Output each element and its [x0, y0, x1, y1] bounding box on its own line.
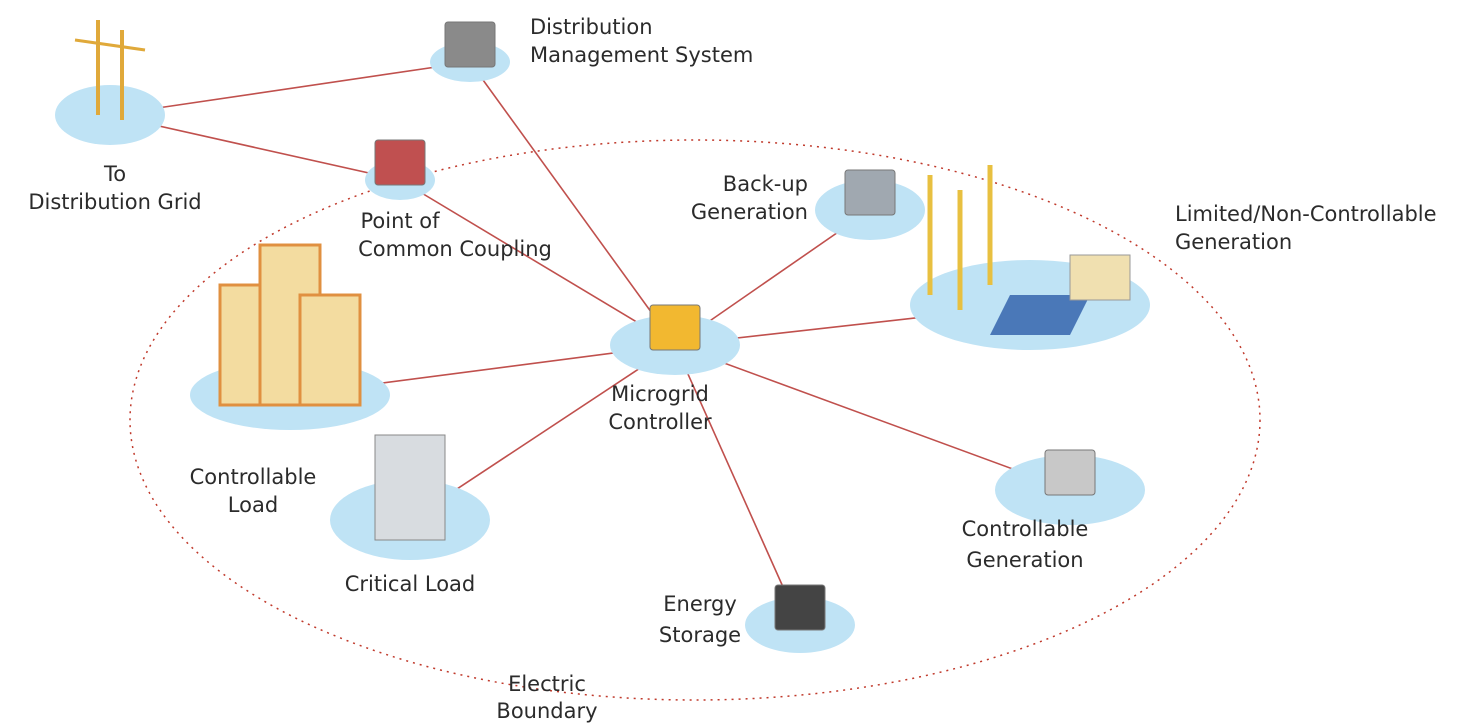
- node-label: Load: [228, 493, 278, 517]
- node-label: Storage: [659, 623, 741, 647]
- node-label: Energy: [663, 592, 737, 616]
- arm: [75, 40, 145, 50]
- node-label: To: [103, 162, 126, 186]
- equipment: [445, 22, 495, 67]
- connection-line: [110, 62, 470, 115]
- connection-line: [675, 345, 1070, 490]
- building: [300, 295, 360, 405]
- node-label: Point of: [360, 209, 440, 233]
- connection-line: [470, 62, 675, 345]
- node-label: Controller: [608, 410, 712, 434]
- node-icon: [845, 170, 895, 215]
- node-label: Distribution Grid: [28, 190, 201, 214]
- node-icon: [650, 305, 700, 350]
- node-label: Critical Load: [345, 572, 476, 596]
- node-icon: [220, 245, 360, 405]
- node-label: Controllable: [962, 517, 1089, 541]
- node-label: Management System: [530, 43, 753, 67]
- equipment: [650, 305, 700, 350]
- equipment: [375, 140, 425, 185]
- node-label: Generation: [691, 200, 808, 224]
- equipment: [775, 585, 825, 630]
- cloud: [55, 85, 165, 145]
- node-icon: [375, 140, 425, 185]
- node-icon: [775, 585, 825, 630]
- node-label: Microgrid: [611, 382, 709, 406]
- node-label: Generation: [1175, 230, 1292, 254]
- equipment: [1045, 450, 1095, 495]
- node-label: Common Coupling: [358, 237, 552, 261]
- node-label: Distribution: [530, 15, 653, 39]
- node-icon: [1045, 450, 1095, 495]
- boundary-label: Boundary: [496, 699, 597, 723]
- node-label: Limited/Non-Controllable: [1175, 202, 1437, 226]
- boundary-label: Electric: [508, 672, 586, 696]
- house: [1070, 255, 1130, 300]
- cabinet: [375, 435, 445, 540]
- node-label: Generation: [966, 548, 1083, 572]
- node-icon: [445, 22, 495, 67]
- diagram: To Distribution Grid Distribution Managemen…: [0, 0, 1476, 723]
- node-label: Controllable: [190, 465, 317, 489]
- connection-line: [400, 180, 675, 345]
- node-icon: [375, 435, 445, 540]
- node-label: Back-up: [723, 172, 808, 196]
- equipment: [845, 170, 895, 215]
